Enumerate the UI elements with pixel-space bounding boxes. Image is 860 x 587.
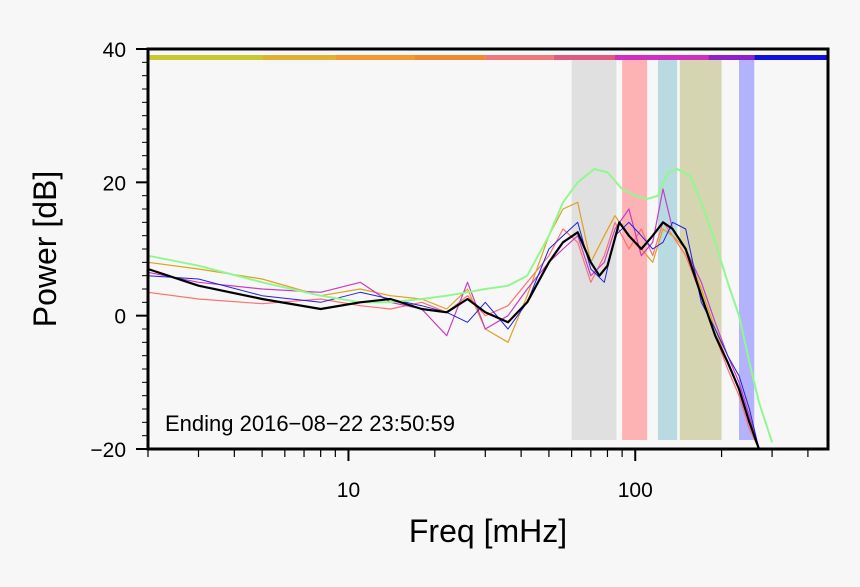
y-axis-ticks: 40 20 0 −20 — [90, 39, 148, 462]
shaded-band-5 — [738, 58, 755, 440]
x-axis-ticks: 10 100 — [147, 449, 809, 502]
series-line-5 — [147, 168, 774, 443]
top-bar-segment-4 — [414, 55, 486, 60]
shaded-band-3 — [657, 58, 678, 440]
top-bar-segment-1 — [148, 55, 263, 60]
top-bar-segment-2 — [262, 55, 336, 60]
y-tick-label: 0 — [114, 306, 126, 329]
top-color-bar — [148, 55, 828, 60]
series-lines — [147, 168, 774, 450]
y-axis-title: Power [dB] — [27, 171, 63, 328]
top-bar-segment-7 — [615, 55, 709, 60]
shaded-band-1 — [571, 58, 617, 440]
top-bar-segment-8 — [708, 55, 755, 60]
series-line-6 — [147, 221, 761, 450]
x-tick-label: 100 — [618, 479, 653, 502]
y-tick-label: −20 — [90, 439, 126, 462]
series-line-2 — [147, 201, 760, 450]
top-bar-segment-5 — [485, 55, 554, 60]
x-axis-title: Freq [mHz] — [409, 513, 567, 549]
y-tick-label: 20 — [103, 172, 126, 195]
ending-timestamp-annotation: Ending 2016−08−22 23:50:59 — [165, 411, 455, 436]
shaded-band-2 — [622, 58, 648, 440]
y-tick-label: 40 — [103, 39, 126, 62]
top-bar-segment-9 — [754, 55, 828, 60]
top-bar-segment-3 — [335, 55, 415, 60]
top-bar-segment-6 — [553, 55, 616, 60]
x-tick-label: 10 — [337, 479, 360, 502]
